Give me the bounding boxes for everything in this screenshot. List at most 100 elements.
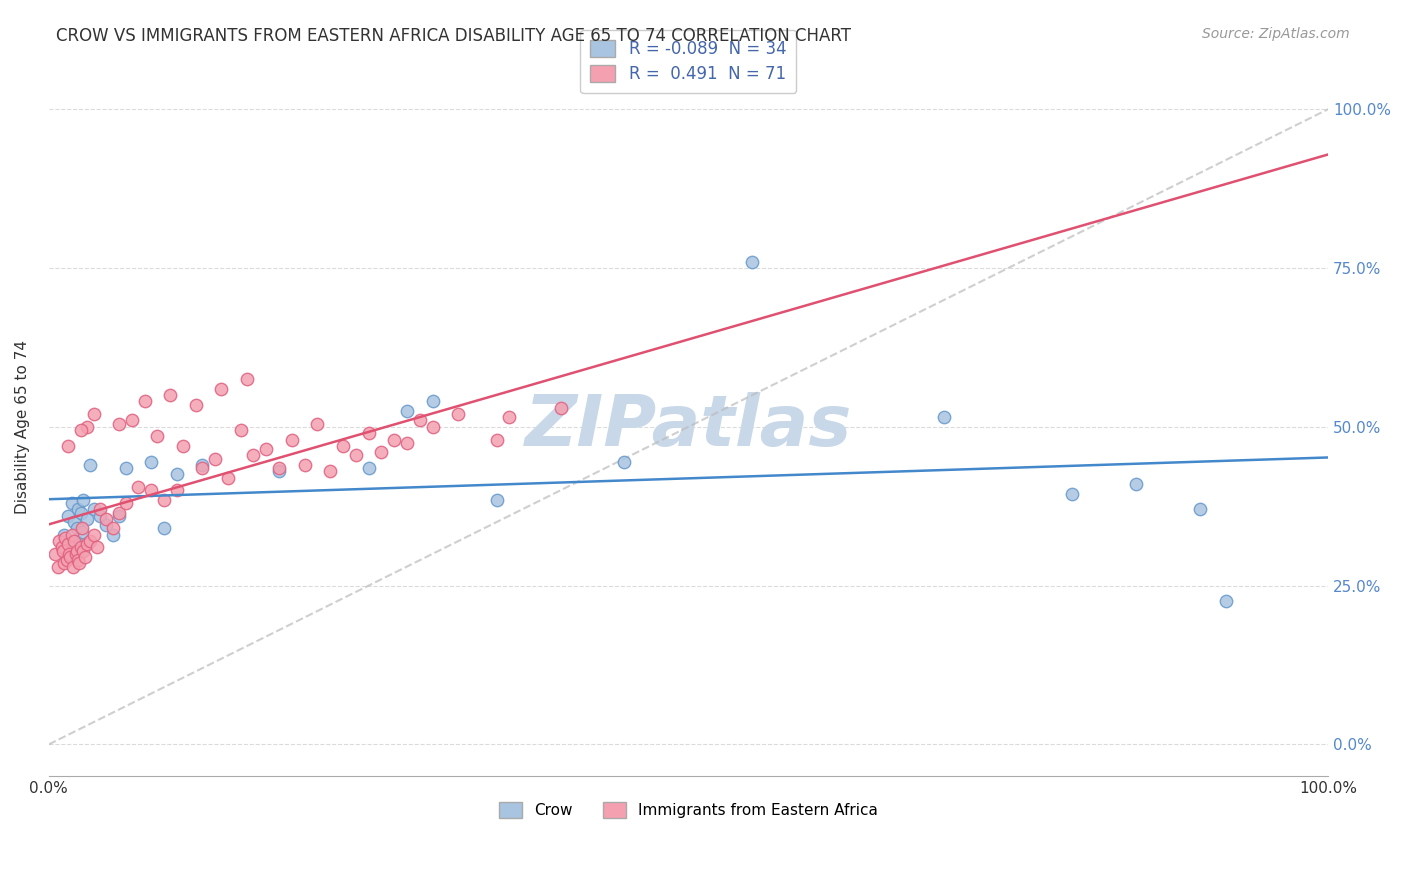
Point xyxy=(56,508,79,523)
Point xyxy=(172,439,194,453)
Point xyxy=(254,442,277,456)
Point xyxy=(395,404,418,418)
Point xyxy=(60,528,83,542)
Point xyxy=(1125,477,1147,491)
Point xyxy=(934,410,956,425)
Point xyxy=(613,455,636,469)
Point xyxy=(70,524,93,539)
Point xyxy=(86,541,108,555)
Point xyxy=(357,461,380,475)
Point xyxy=(96,512,118,526)
Point xyxy=(69,423,91,437)
Point xyxy=(153,521,176,535)
Point xyxy=(83,528,105,542)
Point xyxy=(66,543,89,558)
Point xyxy=(114,496,136,510)
Text: ZIPatlas: ZIPatlas xyxy=(524,392,852,461)
Point xyxy=(83,407,105,421)
Point xyxy=(108,417,131,431)
Point xyxy=(236,372,259,386)
Y-axis label: Disability Age 65 to 74: Disability Age 65 to 74 xyxy=(15,340,30,514)
Point xyxy=(1189,502,1212,516)
Point xyxy=(1215,594,1237,608)
Point xyxy=(382,433,405,447)
Point xyxy=(66,521,89,535)
Point xyxy=(332,439,354,453)
Point xyxy=(58,547,80,561)
Point xyxy=(422,394,444,409)
Point xyxy=(83,502,105,516)
Point xyxy=(281,433,304,447)
Point xyxy=(89,502,111,516)
Point xyxy=(63,515,86,529)
Point xyxy=(46,559,69,574)
Point xyxy=(59,549,82,564)
Point xyxy=(53,557,76,571)
Point xyxy=(69,541,91,555)
Point xyxy=(357,426,380,441)
Point xyxy=(139,483,162,498)
Point xyxy=(166,483,188,498)
Point xyxy=(56,439,79,453)
Point xyxy=(395,435,418,450)
Point xyxy=(184,398,207,412)
Point xyxy=(166,467,188,482)
Point xyxy=(72,492,94,507)
Point xyxy=(146,429,169,443)
Point xyxy=(79,458,101,472)
Point xyxy=(447,407,470,421)
Point xyxy=(67,553,90,567)
Point xyxy=(159,388,181,402)
Point xyxy=(79,534,101,549)
Point xyxy=(294,458,316,472)
Point xyxy=(498,410,520,425)
Point xyxy=(70,521,93,535)
Point xyxy=(55,531,77,545)
Point xyxy=(76,512,98,526)
Text: CROW VS IMMIGRANTS FROM EASTERN AFRICA DISABILITY AGE 65 TO 74 CORRELATION CHART: CROW VS IMMIGRANTS FROM EASTERN AFRICA D… xyxy=(56,27,851,45)
Point xyxy=(69,506,91,520)
Point xyxy=(52,543,75,558)
Point xyxy=(344,449,367,463)
Point xyxy=(60,496,83,510)
Legend: Crow, Immigrants from Eastern Africa: Crow, Immigrants from Eastern Africa xyxy=(492,797,884,824)
Point xyxy=(76,419,98,434)
Point xyxy=(96,518,118,533)
Point xyxy=(422,419,444,434)
Point xyxy=(72,543,94,558)
Point xyxy=(217,470,239,484)
Point xyxy=(134,394,156,409)
Point xyxy=(307,417,329,431)
Point xyxy=(69,557,91,571)
Point xyxy=(108,508,131,523)
Point xyxy=(55,553,77,567)
Point xyxy=(485,492,508,507)
Point xyxy=(65,534,87,549)
Point xyxy=(89,508,111,523)
Point xyxy=(319,464,342,478)
Point xyxy=(211,382,233,396)
Point xyxy=(121,413,143,427)
Point xyxy=(73,549,96,564)
Point xyxy=(62,559,84,574)
Point xyxy=(76,537,98,551)
Point xyxy=(1062,486,1084,500)
Point xyxy=(153,492,176,507)
Point xyxy=(108,506,131,520)
Point xyxy=(127,480,149,494)
Point xyxy=(114,461,136,475)
Point xyxy=(550,401,572,415)
Point xyxy=(67,502,90,516)
Point xyxy=(204,451,226,466)
Point xyxy=(65,547,87,561)
Point xyxy=(101,528,124,542)
Point xyxy=(139,455,162,469)
Point xyxy=(101,521,124,535)
Point xyxy=(485,433,508,447)
Point xyxy=(741,254,763,268)
Point xyxy=(53,528,76,542)
Point xyxy=(191,461,214,475)
Point xyxy=(48,534,70,549)
Point xyxy=(56,537,79,551)
Text: Source: ZipAtlas.com: Source: ZipAtlas.com xyxy=(1202,27,1350,41)
